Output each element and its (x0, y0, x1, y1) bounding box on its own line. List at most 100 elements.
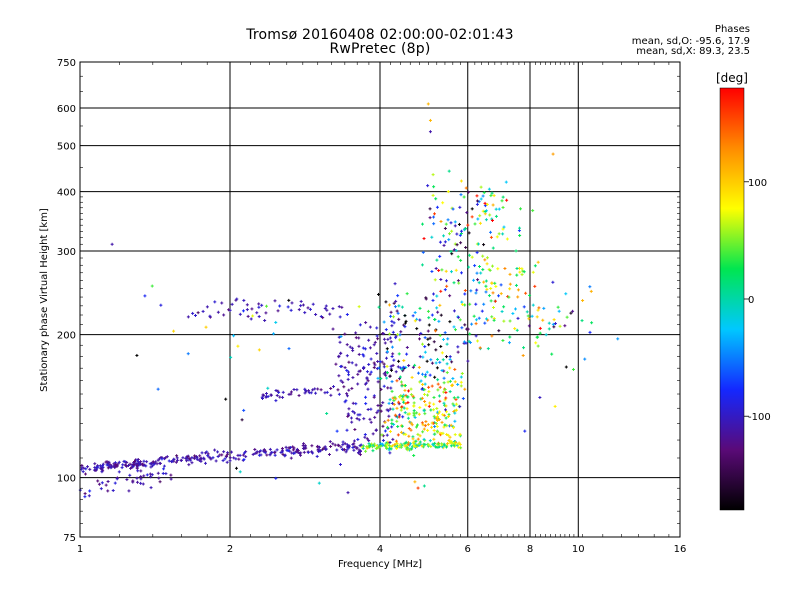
data-point (460, 371, 464, 375)
data-point (418, 306, 422, 310)
data-point (397, 402, 401, 406)
data-point (350, 361, 354, 365)
data-point (430, 421, 434, 425)
data-point (491, 203, 495, 207)
data-point (366, 387, 370, 391)
data-point (241, 453, 245, 457)
data-point (337, 335, 341, 339)
data-point (384, 328, 388, 332)
data-point (339, 351, 343, 355)
data-point (405, 352, 409, 356)
data-point (200, 451, 204, 455)
data-point (353, 411, 357, 415)
data-point (440, 268, 444, 272)
data-point (397, 317, 401, 321)
data-point (323, 306, 327, 310)
data-point (453, 242, 457, 246)
data-point (444, 408, 448, 412)
data-point (449, 249, 453, 253)
data-point (448, 390, 452, 394)
data-point (446, 190, 450, 194)
data-point (422, 427, 426, 431)
data-point (448, 320, 452, 324)
x-tick-label: 16 (674, 544, 687, 555)
data-point (484, 279, 488, 283)
stats-o-mode: mean, sd,O: -95.6, 17.9 (631, 36, 750, 47)
data-point (169, 473, 173, 477)
data-point (388, 336, 392, 340)
data-point (478, 221, 482, 225)
data-point (389, 447, 393, 451)
data-point (431, 193, 435, 197)
data-point (437, 418, 441, 422)
data-point (412, 401, 416, 405)
data-point (266, 386, 270, 390)
data-point (514, 283, 518, 287)
data-point (434, 422, 438, 426)
data-point (451, 376, 455, 380)
data-point (451, 402, 455, 406)
data-point (580, 319, 584, 323)
data-point (497, 329, 501, 333)
data-point (430, 384, 434, 388)
data-point (110, 242, 114, 246)
data-point (454, 398, 458, 402)
data-point (442, 234, 446, 238)
data-point (375, 326, 379, 330)
chart-title: Tromsø 20160408 02:00:00-02:01:43 (246, 27, 514, 43)
x-tick-label: 8 (527, 544, 533, 555)
data-point (412, 414, 416, 418)
data-point (214, 459, 218, 463)
data-point (505, 198, 509, 202)
data-point (117, 460, 121, 464)
data-point (438, 385, 442, 389)
data-point (490, 191, 494, 195)
x-tick-label: 4 (377, 544, 383, 555)
y-tick-label: 400 (57, 188, 76, 199)
data-point (414, 439, 418, 443)
data-point (388, 374, 392, 378)
data-point (193, 454, 197, 458)
data-point (412, 440, 416, 444)
data-point (357, 352, 361, 356)
data-point (429, 445, 433, 449)
data-point (396, 433, 400, 437)
data-point (404, 432, 408, 436)
data-point (433, 317, 437, 321)
data-point (123, 460, 127, 464)
data-point (441, 201, 445, 205)
data-point (227, 308, 231, 312)
data-point (327, 453, 331, 457)
data-point (423, 412, 427, 416)
data-point (466, 327, 470, 331)
data-point (441, 445, 445, 449)
data-point (417, 442, 421, 446)
data-point (206, 452, 210, 456)
data-point (494, 214, 498, 218)
data-point (323, 445, 327, 449)
data-point (488, 213, 492, 217)
data-point (497, 207, 501, 211)
data-point (374, 428, 378, 432)
data-point (450, 383, 454, 387)
data-point (423, 345, 427, 349)
data-point (142, 474, 146, 478)
data-point (492, 306, 496, 310)
data-point (443, 331, 447, 335)
data-point (365, 377, 369, 381)
data-point (351, 409, 355, 413)
data-point (491, 291, 495, 295)
data-point (536, 260, 540, 264)
data-point (347, 373, 351, 377)
data-point (397, 352, 401, 356)
data-point (393, 305, 397, 309)
data-point (408, 412, 412, 416)
data-point (356, 372, 360, 376)
data-point (463, 292, 467, 296)
data-point (479, 197, 483, 201)
data-point (351, 376, 355, 380)
data-point (292, 387, 296, 391)
data-point (443, 443, 447, 447)
data-point (337, 355, 341, 359)
data-point (281, 395, 285, 399)
